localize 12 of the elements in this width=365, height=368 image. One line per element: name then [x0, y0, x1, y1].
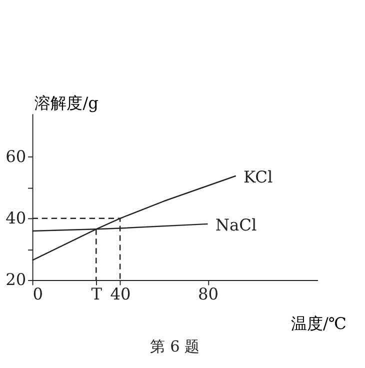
y-tick-label: 40 — [6, 208, 26, 228]
x-tick-label: T — [91, 284, 102, 304]
series-label: KCl — [243, 168, 273, 187]
y-tick-label: 60 — [6, 147, 26, 166]
x-tick-label: 40 — [110, 284, 131, 304]
x-tick-label: 0 — [32, 284, 44, 304]
y-axis-title: 溶解度/g — [34, 93, 98, 112]
series-label: NaCl — [215, 216, 257, 235]
x-axis-title: 温度/℃ — [290, 314, 346, 333]
x-tick-label: 80 — [198, 284, 219, 304]
y-tick-label: 20 — [6, 270, 26, 290]
text: 第 6 题 — [150, 337, 200, 356]
